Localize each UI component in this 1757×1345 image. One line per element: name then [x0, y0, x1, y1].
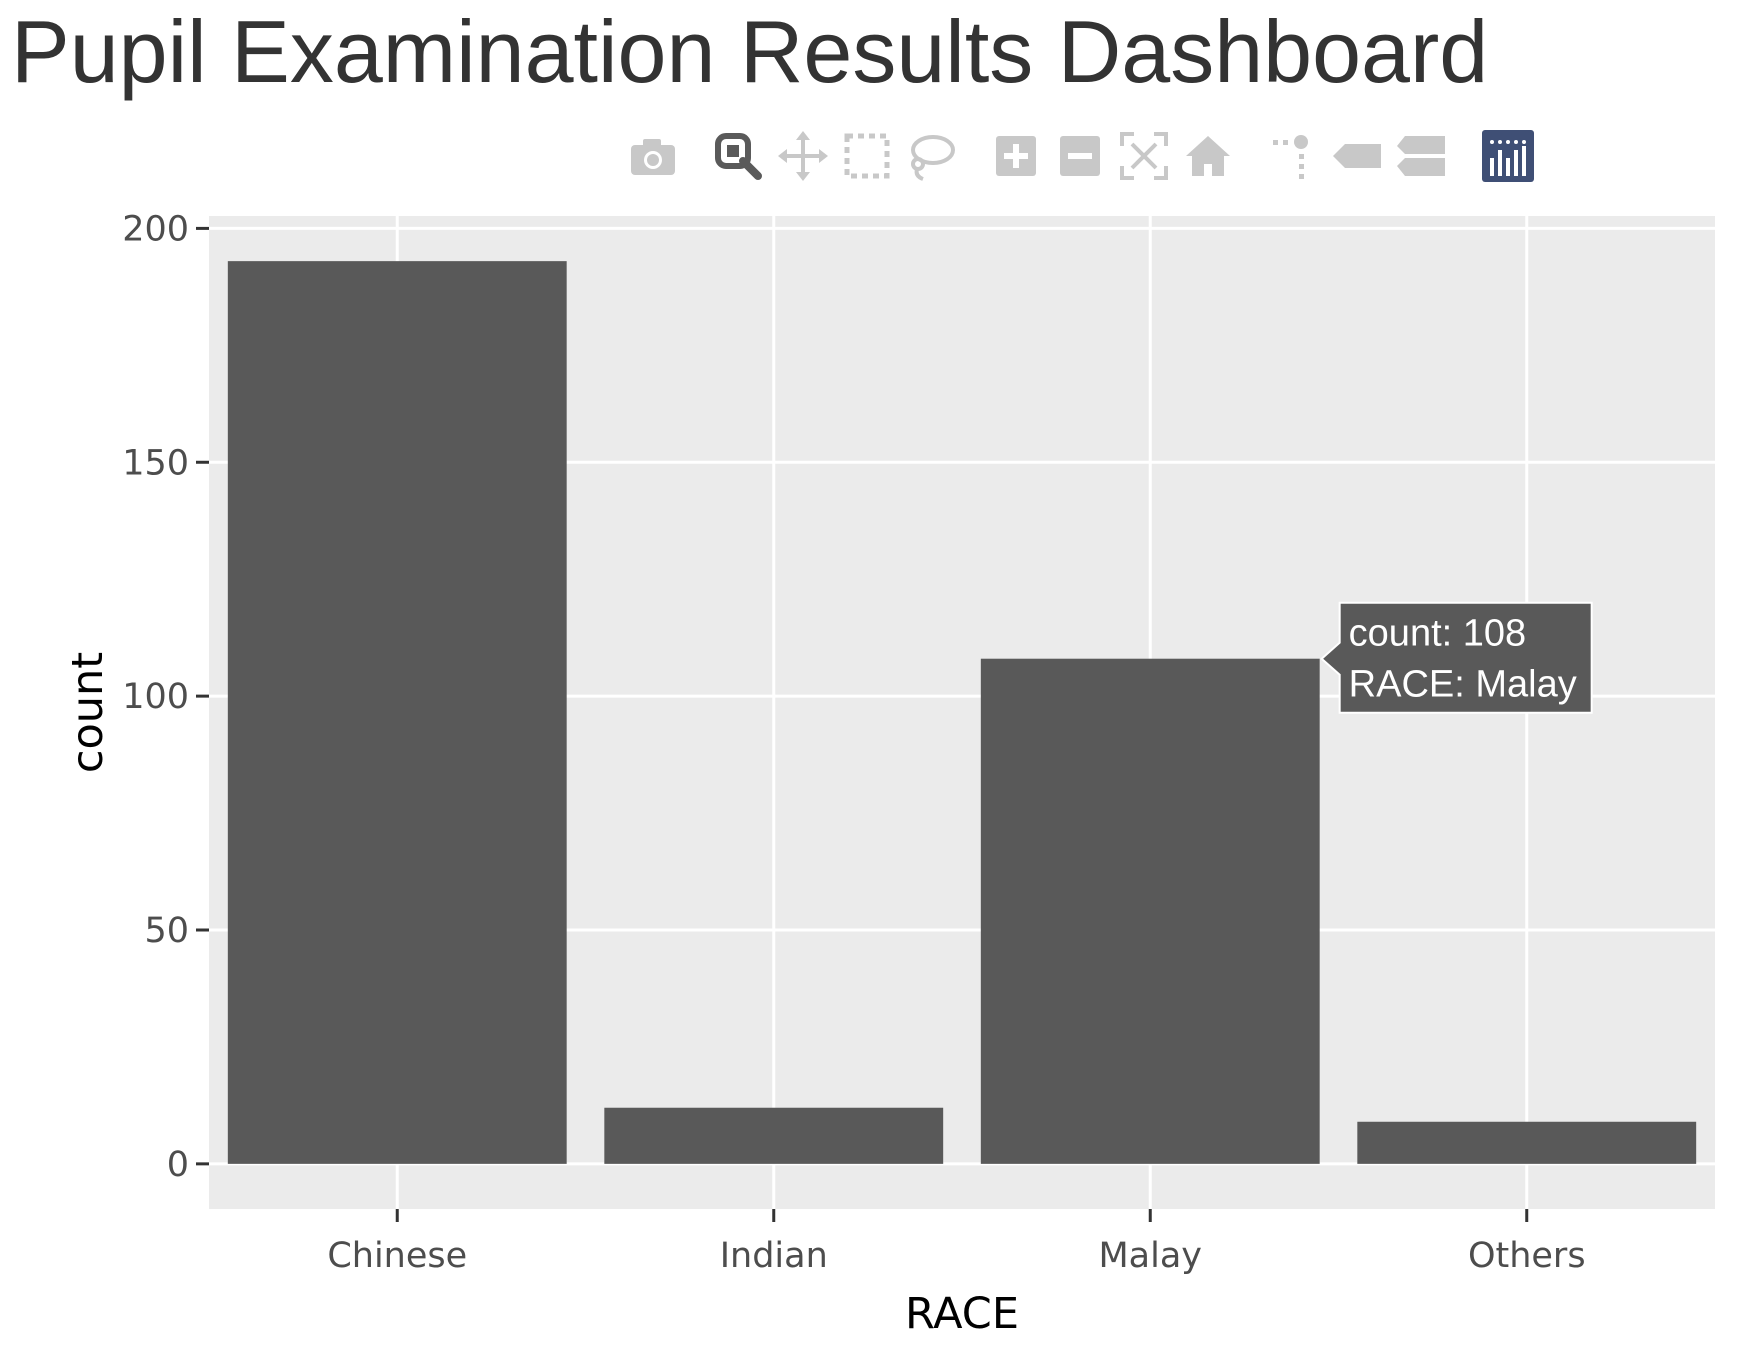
- hover-tooltip-line: count: 108: [1349, 613, 1526, 655]
- y-tick-label: 100: [122, 677, 189, 717]
- reset-axes-icon: [1186, 136, 1230, 176]
- page-title: Pupil Examination Results Dashboard: [11, 2, 1489, 101]
- zoom-in-button[interactable]: [988, 128, 1044, 184]
- camera-button[interactable]: [625, 128, 681, 184]
- plotly-logo-button[interactable]: [1480, 128, 1536, 184]
- hover-compare-button[interactable]: [1393, 128, 1449, 184]
- bar[interactable]: [980, 658, 1320, 1164]
- spike-lines-button[interactable]: [1265, 128, 1321, 184]
- pan-icon: [778, 131, 828, 181]
- zoom-out-button[interactable]: [1052, 128, 1108, 184]
- autoscale-icon: [1120, 132, 1168, 180]
- plotly-logo-icon: [1482, 130, 1534, 182]
- bar[interactable]: [1357, 1121, 1697, 1164]
- spike-lines-icon: [1273, 135, 1308, 179]
- zoom-out-icon: [1060, 136, 1100, 176]
- y-tick-label: 50: [144, 911, 189, 951]
- x-tick-label: Chinese: [327, 1236, 467, 1276]
- hover-closest-button[interactable]: [1329, 128, 1385, 184]
- hover-tooltip-line: RACE: Malay: [1349, 664, 1577, 706]
- autoscale-button[interactable]: [1116, 128, 1172, 184]
- camera-icon: [631, 139, 675, 175]
- zoom-in-icon: [996, 136, 1036, 176]
- lasso-select-button[interactable]: [903, 128, 959, 184]
- hover-tooltip-box: [1320, 601, 1593, 714]
- y-tick-label: 200: [122, 209, 189, 249]
- x-tick-label: Indian: [720, 1236, 828, 1276]
- lasso-select-icon: [911, 135, 955, 181]
- hover-compare-icon: [1397, 136, 1445, 176]
- pan-button[interactable]: [775, 128, 831, 184]
- y-tick-label: 0: [167, 1145, 189, 1185]
- modebar: [631, 130, 1740, 200]
- bar[interactable]: [604, 1107, 944, 1164]
- zoom-icon: [715, 133, 762, 180]
- y-tick-label: 150: [122, 443, 189, 483]
- hover-closest-icon: [1333, 144, 1381, 168]
- bar[interactable]: [227, 261, 567, 1164]
- reset-axes-button[interactable]: [1180, 128, 1236, 184]
- x-axis-title: RACE: [905, 1289, 1019, 1339]
- hover-tooltip: count: 108 RACE: Malay: [1320, 601, 1593, 714]
- x-tick-label: Malay: [1098, 1236, 1202, 1276]
- y-axis-title: count: [63, 652, 113, 773]
- x-tick-label: Others: [1468, 1236, 1586, 1276]
- box-select-button[interactable]: [839, 128, 895, 184]
- zoom-button[interactable]: [710, 128, 766, 184]
- box-select-icon: [844, 133, 890, 179]
